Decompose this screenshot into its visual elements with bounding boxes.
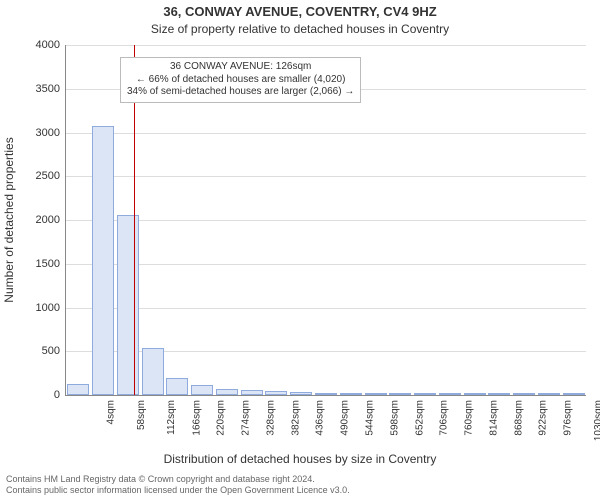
x-tick-label: 112sqm	[166, 400, 177, 435]
gridline-h	[66, 220, 586, 221]
x-tick-label: 868sqm	[513, 400, 524, 436]
gridline-h	[66, 264, 586, 265]
annotation-box: 36 CONWAY AVENUE: 126sqm← 66% of detache…	[120, 57, 361, 103]
page-subtitle: Size of property relative to detached ho…	[0, 22, 600, 36]
x-tick-label: 58sqm	[136, 400, 147, 430]
histogram-bar	[389, 393, 411, 395]
footer-line-1: Contains HM Land Registry data © Crown c…	[6, 474, 350, 485]
annotation-line: ← 66% of detached houses are smaller (4,…	[127, 74, 354, 87]
x-tick-label: 814sqm	[488, 400, 499, 436]
annotation-line: 36 CONWAY AVENUE: 126sqm	[127, 61, 354, 74]
x-tick-label: 598sqm	[389, 400, 400, 436]
histogram-bar	[464, 393, 486, 395]
x-tick-label: 166sqm	[191, 400, 202, 436]
histogram-bar	[216, 389, 238, 395]
x-tick-label: 436sqm	[315, 400, 326, 436]
histogram-bar	[265, 391, 287, 395]
x-tick-label: 922sqm	[538, 400, 549, 436]
histogram-bar	[67, 384, 89, 395]
x-tick-label: 490sqm	[340, 400, 351, 436]
x-tick-label: 652sqm	[414, 400, 425, 436]
x-tick-label: 274sqm	[241, 400, 252, 436]
footer-line-2: Contains public sector information licen…	[6, 485, 350, 496]
x-tick-label: 382sqm	[290, 400, 301, 436]
x-tick-label: 706sqm	[439, 400, 450, 436]
y-tick-label: 2000	[10, 214, 60, 226]
y-tick-label: 3000	[10, 127, 60, 139]
y-tick-label: 2500	[10, 170, 60, 182]
histogram-bar	[538, 393, 560, 395]
histogram-bar	[340, 393, 362, 395]
histogram-bar	[142, 348, 164, 395]
y-tick-label: 1500	[10, 258, 60, 270]
x-tick-label: 976sqm	[563, 400, 574, 436]
y-tick-label: 3500	[10, 83, 60, 95]
x-axis-label: Distribution of detached houses by size …	[0, 452, 600, 466]
y-tick-label: 500	[10, 345, 60, 357]
histogram-bar	[414, 393, 436, 395]
x-tick-label: 328sqm	[266, 400, 277, 436]
histogram-bar	[290, 392, 312, 395]
x-tick-label: 220sqm	[216, 400, 227, 436]
histogram-bar	[513, 393, 535, 395]
histogram-bar	[166, 378, 188, 396]
y-tick-label: 0	[10, 389, 60, 401]
chart-container: 36, CONWAY AVENUE, COVENTRY, CV4 9HZ Siz…	[0, 0, 600, 500]
histogram-bar	[92, 126, 114, 396]
histogram-bar	[315, 393, 337, 395]
gridline-h	[66, 45, 586, 46]
histogram-bar	[117, 215, 139, 395]
x-tick-label: 4sqm	[106, 400, 117, 424]
gridline-h	[66, 133, 586, 134]
histogram-bar	[563, 393, 585, 395]
histogram-bar	[439, 393, 461, 395]
gridline-h	[66, 308, 586, 309]
gridline-h	[66, 176, 586, 177]
histogram-bar	[191, 385, 213, 395]
y-tick-label: 1000	[10, 302, 60, 314]
histogram-bar	[241, 390, 263, 395]
x-tick-label: 1030sqm	[593, 400, 600, 441]
annotation-line: 34% of semi-detached houses are larger (…	[127, 86, 354, 99]
histogram-bar	[488, 393, 510, 395]
page-title: 36, CONWAY AVENUE, COVENTRY, CV4 9HZ	[0, 4, 600, 19]
x-tick-label: 544sqm	[365, 400, 376, 436]
y-tick-label: 4000	[10, 39, 60, 51]
histogram-bar	[365, 393, 387, 395]
footer-attribution: Contains HM Land Registry data © Crown c…	[6, 474, 350, 496]
x-tick-label: 760sqm	[464, 400, 475, 436]
